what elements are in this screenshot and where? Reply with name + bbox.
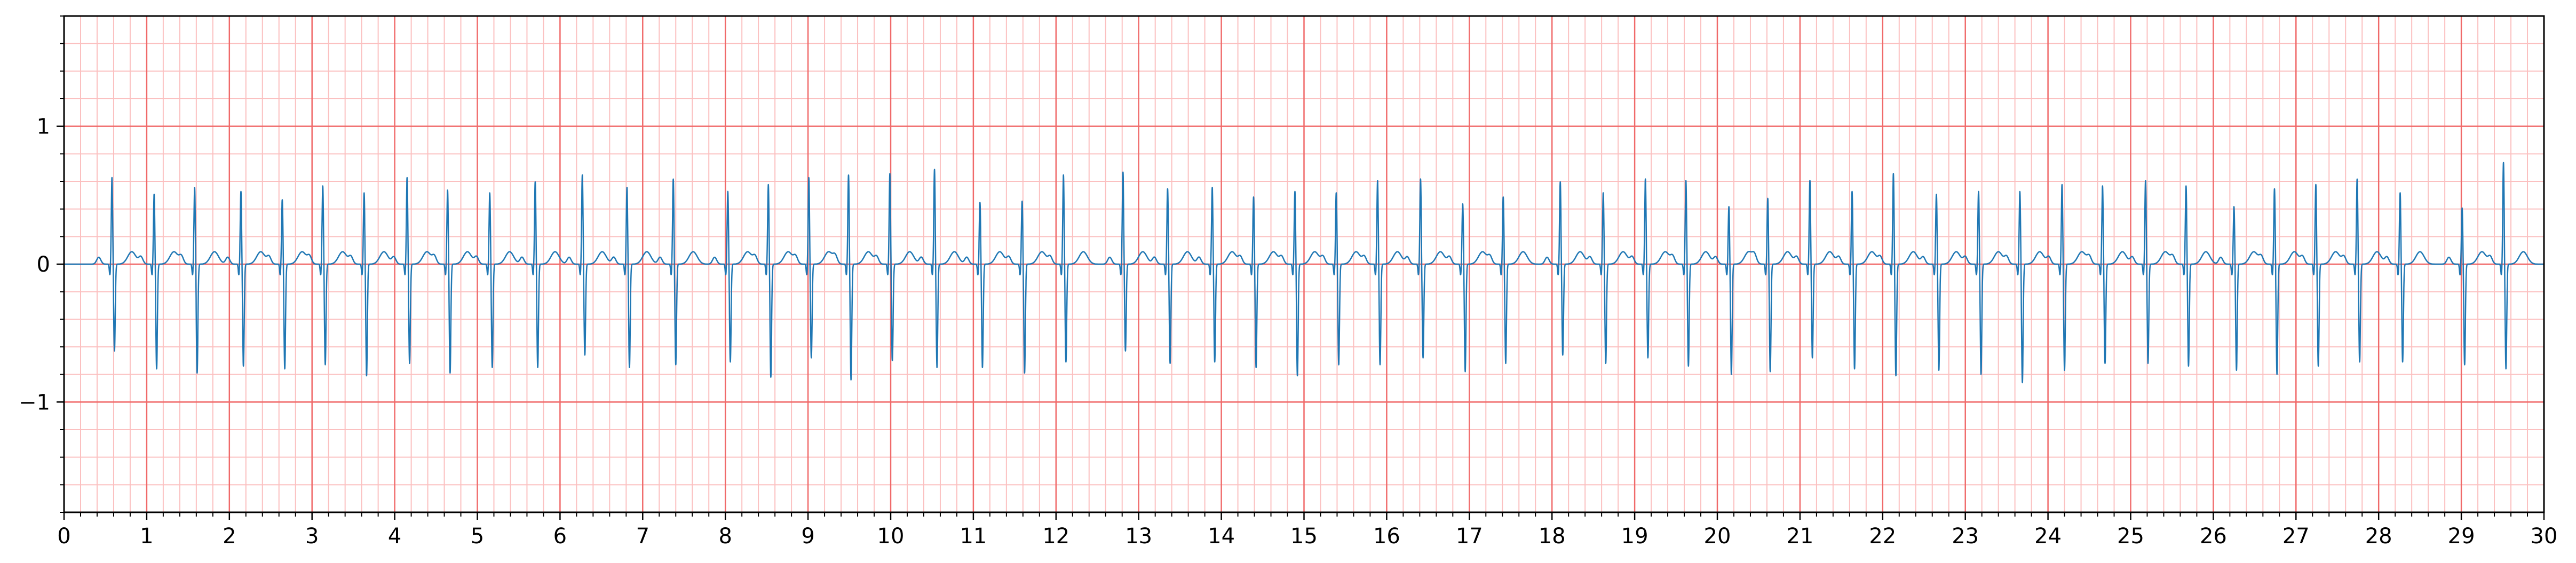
x-tick-label: 6 bbox=[553, 524, 567, 549]
x-tick-label: 17 bbox=[1456, 524, 1483, 549]
y-tick-label: 1 bbox=[37, 115, 50, 139]
x-tick-label: 0 bbox=[57, 524, 70, 549]
ecg-trace-group bbox=[63, 162, 2545, 384]
x-tick-label: 8 bbox=[718, 524, 732, 549]
x-tick-label: 12 bbox=[1042, 524, 1069, 549]
x-tick-label: 28 bbox=[2365, 524, 2392, 549]
x-tick-label: 18 bbox=[1539, 524, 1566, 549]
x-axis: 0 1 2 3 4 5 6 7 8 9 10 11 12 13 14 15 16 17 18 19 20 21 22 23 24… bbox=[57, 512, 2557, 549]
x-tick-label: 13 bbox=[1125, 524, 1152, 549]
ecg-trace-0 bbox=[63, 162, 2545, 384]
x-tick-label: 29 bbox=[2448, 524, 2475, 549]
x-tick-label: 25 bbox=[2117, 524, 2144, 549]
x-tick-label: 24 bbox=[2034, 524, 2062, 549]
x-tick-label: 21 bbox=[1786, 524, 1813, 549]
x-tick-label: 11 bbox=[960, 524, 987, 549]
x-tick-label: 3 bbox=[305, 524, 319, 549]
x-tick-label: 30 bbox=[2531, 524, 2558, 549]
x-tick-label: 14 bbox=[1208, 524, 1235, 549]
y-tick-label: 0 bbox=[37, 252, 50, 277]
x-tick-label: 27 bbox=[2282, 524, 2310, 549]
x-tick-label: 9 bbox=[801, 524, 814, 549]
x-tick-label: 23 bbox=[1952, 524, 1979, 549]
x-tick-label: 15 bbox=[1290, 524, 1318, 549]
x-tick-label: 1 bbox=[140, 524, 153, 549]
x-tick-label: 26 bbox=[2200, 524, 2227, 549]
x-tick-label: 22 bbox=[1869, 524, 1896, 549]
x-tick-label: 16 bbox=[1373, 524, 1400, 549]
x-tick-label: 2 bbox=[223, 524, 236, 549]
x-tick-label: 20 bbox=[1704, 524, 1731, 549]
x-tick-label: 19 bbox=[1621, 524, 1648, 549]
y-tick-label: −1 bbox=[19, 390, 50, 415]
x-tick-label: 7 bbox=[636, 524, 649, 549]
major-grid bbox=[63, 16, 2545, 512]
x-tick-label: 4 bbox=[388, 524, 401, 549]
x-tick-label: 5 bbox=[471, 524, 484, 549]
x-tick-label: 10 bbox=[877, 524, 905, 549]
y-axis: −1 0 1 bbox=[19, 15, 64, 513]
